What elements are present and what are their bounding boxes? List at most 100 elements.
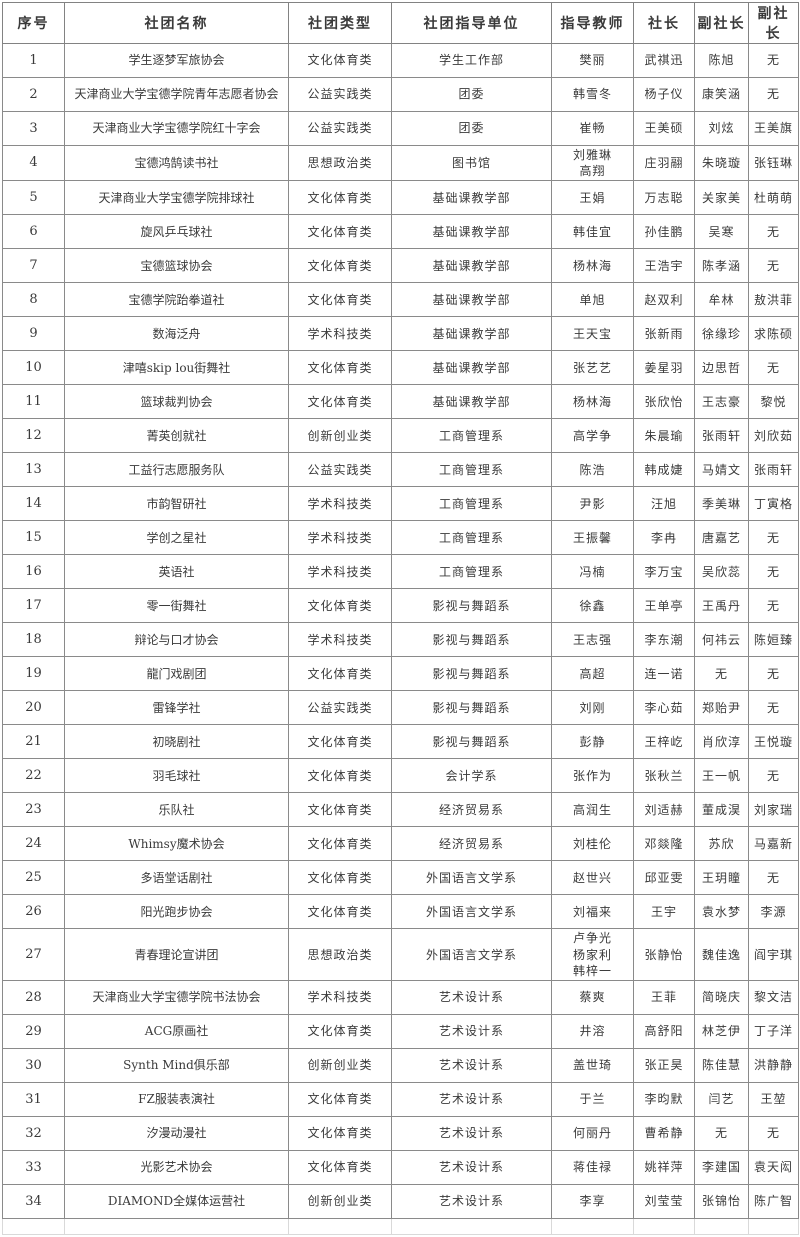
cell-guide-unit: 团委: [391, 77, 552, 112]
cell-club-type: 学术科技类: [288, 979, 392, 1015]
cell-club-name: 雷锋学社: [64, 690, 289, 726]
cell-club-name: 羽毛球社: [64, 758, 289, 794]
cell-guide-unit: 经济贸易系: [391, 826, 552, 862]
column-header-guide-unit: 社团指导单位: [391, 2, 552, 44]
table-body: 1 学生逐梦军旅协会 文化体育类 学生工作部 樊丽 武祺迅 陈旭无 2 天津商业大学宝德学院青年…: [2, 43, 799, 1235]
cell-no: 4: [2, 144, 65, 182]
table-row: 1 学生逐梦军旅协会 文化体育类 学生工作部 樊丽 武祺迅 陈旭无: [2, 43, 799, 78]
cell-club-name: 天津商业大学宝德学院青年志愿者协会: [64, 77, 289, 112]
cell-president: 刘莹莹: [633, 1183, 695, 1219]
cell-vice-president-1: 关家美: [694, 180, 749, 216]
cell-vice-president-2: 黎悦: [748, 384, 799, 420]
cell-guide-unit: 工商管理系: [391, 452, 552, 488]
table-row: 21 初晓剧社 文化体育类 影视与舞蹈系 彭静 王梓屹 肖欣淳 王悦璇: [2, 724, 799, 760]
table-row: 15 学创之星社 学术科技类 工商管理系 王振馨 李冉 唐嘉艺无: [2, 520, 799, 556]
cell-president: 杨子仪: [633, 77, 695, 112]
cell-vice-president-1: 肖欣淳: [694, 724, 749, 760]
cell-vice-president-2: 杜萌萌: [748, 180, 799, 216]
cell-no: 10: [2, 350, 65, 386]
cell-club-type: 学术科技类: [288, 520, 392, 556]
cell-vice-president-2: 无: [748, 520, 799, 556]
table-row: 27 青春理论宣讲团 思想政治类 外国语言文学系 卢争光 杨家利 韩梓一 张静怡 魏佳逸 阎宇…: [2, 928, 799, 981]
cell-vice-president-1: 王禹丹: [694, 588, 749, 624]
column-header-no: 序号: [2, 2, 65, 44]
table-row: 22 羽毛球社 文化体育类 会计学系 张作为 张秋兰 王一帆无: [2, 758, 799, 794]
cell-club-name: 天津商业大学宝德学院排球社: [64, 180, 289, 216]
cell-club-type: 文化体育类: [288, 758, 392, 794]
cell-no: 24: [2, 826, 65, 862]
cell-vice-president-2: 无: [748, 1115, 799, 1151]
cell-guide-unit: 艺术设计系: [391, 979, 552, 1015]
cell-guide-unit: 外国语言文学系: [391, 928, 552, 981]
cell-club-type: 文化体育类: [288, 724, 392, 760]
cell-club-type: 文化体育类: [288, 214, 392, 250]
cell-vice-president-1: 无: [694, 1115, 749, 1151]
cell-president: 王梓屹: [633, 724, 695, 760]
cell-president: 王浩宇: [633, 248, 695, 284]
cell-guide-unit: 艺术设计系: [391, 1081, 552, 1117]
table-row: 5 天津商业大学宝德学院排球社 文化体育类 基础课教学部 王娟 万志聪 关家美 杜萌萌: [2, 180, 799, 216]
table-row: 13 工益行志愿服务队 公益实践类 工商管理系 陈浩 韩成婕 马婧文 张雨轩: [2, 452, 799, 488]
cell-vice-president-1: 闫艺: [694, 1081, 749, 1117]
cell-teacher: 何丽丹: [551, 1115, 634, 1151]
cell-no: 26: [2, 894, 65, 930]
cell-guide-unit: 外国语言文学系: [391, 894, 552, 930]
cell-teacher: 刘刚: [551, 690, 634, 726]
table-row: 9 数海泛舟 学术科技类 基础课教学部 王天宝 张新雨 徐缘珍 求陈硕: [2, 316, 799, 352]
cell-club-type: 文化体育类: [288, 1115, 392, 1151]
cell-club-name: 零一街舞社: [64, 588, 289, 624]
cell-vice-president-2: 王堃: [748, 1081, 799, 1117]
table-row: 14 市韵智研社 学术科技类 工商管理系 尹影 汪旭 季美琳 丁寅格: [2, 486, 799, 522]
cell-teacher: 单旭: [551, 282, 634, 318]
cell-club-name: 龍门戏剧团: [64, 656, 289, 692]
cell-president: 王宇: [633, 894, 695, 930]
cell-no: 7: [2, 248, 65, 284]
cell-teacher: 杨林海: [551, 248, 634, 284]
cell-vice-president-1: 简晓庆: [694, 979, 749, 1015]
cell-vice-president-2: 求陈硕: [748, 316, 799, 352]
cell-club-name: 菁英创就社: [64, 418, 289, 454]
cell-no: 15: [2, 520, 65, 556]
cell-teacher: 崔畅: [551, 111, 634, 146]
table-row: 6 旋风乒乓球社 文化体育类 基础课教学部 韩佳宜 孙佳鹏 吴寒无: [2, 214, 799, 250]
cell-vice-president-1: 王玥瞳: [694, 860, 749, 896]
cell-teacher: 于兰: [551, 1081, 634, 1117]
cell-teacher: 王天宝: [551, 316, 634, 352]
cell-club-name: 宝德学院跆拳道社: [64, 282, 289, 318]
cell-no: 22: [2, 758, 65, 794]
cell-guide-unit: 艺术设计系: [391, 1115, 552, 1151]
cell-club-type: 文化体育类: [288, 43, 392, 78]
cell-club-type: 学术科技类: [288, 486, 392, 522]
cell-teacher: 蔡爽: [551, 979, 634, 1015]
empty-cell: [2, 1217, 65, 1235]
table-row: 23 乐队社 文化体育类 经济贸易系 高润生 刘适赫 董成淏 刘家瑞: [2, 792, 799, 828]
cell-vice-president-1: 林芝伊: [694, 1013, 749, 1049]
cell-vice-president-1: 季美琳: [694, 486, 749, 522]
cell-club-name: 阳光跑步协会: [64, 894, 289, 930]
cell-guide-unit: 影视与舞蹈系: [391, 588, 552, 624]
cell-club-type: 文化体育类: [288, 1013, 392, 1049]
cell-vice-president-2: 王悦璇: [748, 724, 799, 760]
cell-president: 刘适赫: [633, 792, 695, 828]
empty-cell: [288, 1217, 392, 1235]
cell-club-type: 学术科技类: [288, 554, 392, 590]
cell-teacher: 李享: [551, 1183, 634, 1219]
cell-vice-president-2: 无: [748, 588, 799, 624]
cell-vice-president-1: 何祎云: [694, 622, 749, 658]
table-row: 33 光影艺术协会 文化体育类 艺术设计系 蒋佳禄 姚祥萍 李建国 袁天闳: [2, 1149, 799, 1185]
cell-vice-president-2: 无: [748, 350, 799, 386]
cell-vice-president-1: 王志豪: [694, 384, 749, 420]
cell-club-name: 多语堂话剧社: [64, 860, 289, 896]
cell-president: 李东潮: [633, 622, 695, 658]
cell-club-name: 天津商业大学宝德学院红十字会: [64, 111, 289, 146]
cell-club-name: 津嘻skip lou街舞社: [64, 350, 289, 386]
cell-club-name: 英语社: [64, 554, 289, 590]
cell-vice-president-2: 刘欣茹: [748, 418, 799, 454]
cell-teacher: 陈浩: [551, 452, 634, 488]
cell-club-type: 文化体育类: [288, 792, 392, 828]
cell-guide-unit: 团委: [391, 111, 552, 146]
cell-club-name: FZ服装表演社: [64, 1081, 289, 1117]
table-row: 16 英语社 学术科技类 工商管理系 冯楠 李万宝 吴欣蕊无: [2, 554, 799, 590]
cell-club-name: 初晓剧社: [64, 724, 289, 760]
